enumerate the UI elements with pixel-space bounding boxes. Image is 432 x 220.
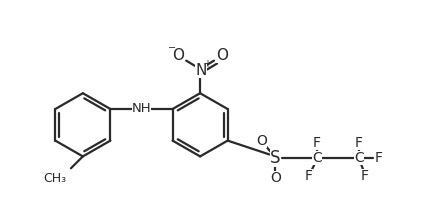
- Text: O: O: [172, 48, 184, 63]
- Text: F: F: [361, 169, 369, 183]
- Text: F: F: [355, 136, 363, 150]
- Text: F: F: [375, 151, 383, 165]
- Text: NH: NH: [132, 101, 151, 115]
- Text: O: O: [270, 171, 281, 185]
- Text: CH₃: CH₃: [43, 172, 66, 185]
- Text: C: C: [354, 151, 364, 165]
- Text: O: O: [256, 134, 267, 148]
- Text: F: F: [313, 136, 321, 150]
- Text: C: C: [312, 151, 322, 165]
- Text: +: +: [203, 59, 211, 69]
- Text: N: N: [195, 63, 207, 78]
- Text: S: S: [270, 149, 280, 167]
- Text: O: O: [216, 48, 228, 63]
- Text: F: F: [305, 169, 313, 183]
- Text: −: −: [168, 43, 176, 53]
